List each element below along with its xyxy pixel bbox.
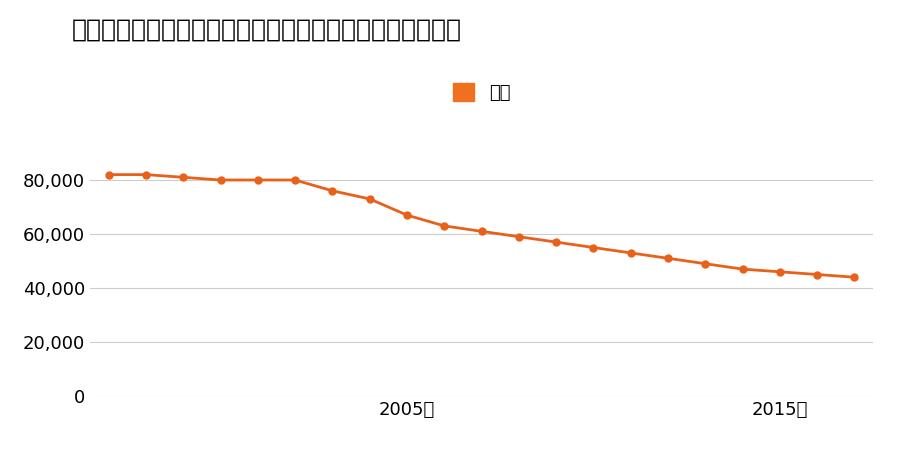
Text: 京都府舞鶴市大字小倉小字五反田２８０番１７の地価推移: 京都府舞鶴市大字小倉小字五反田２８０番１７の地価推移 (72, 18, 462, 42)
Legend: 価格: 価格 (446, 76, 518, 109)
